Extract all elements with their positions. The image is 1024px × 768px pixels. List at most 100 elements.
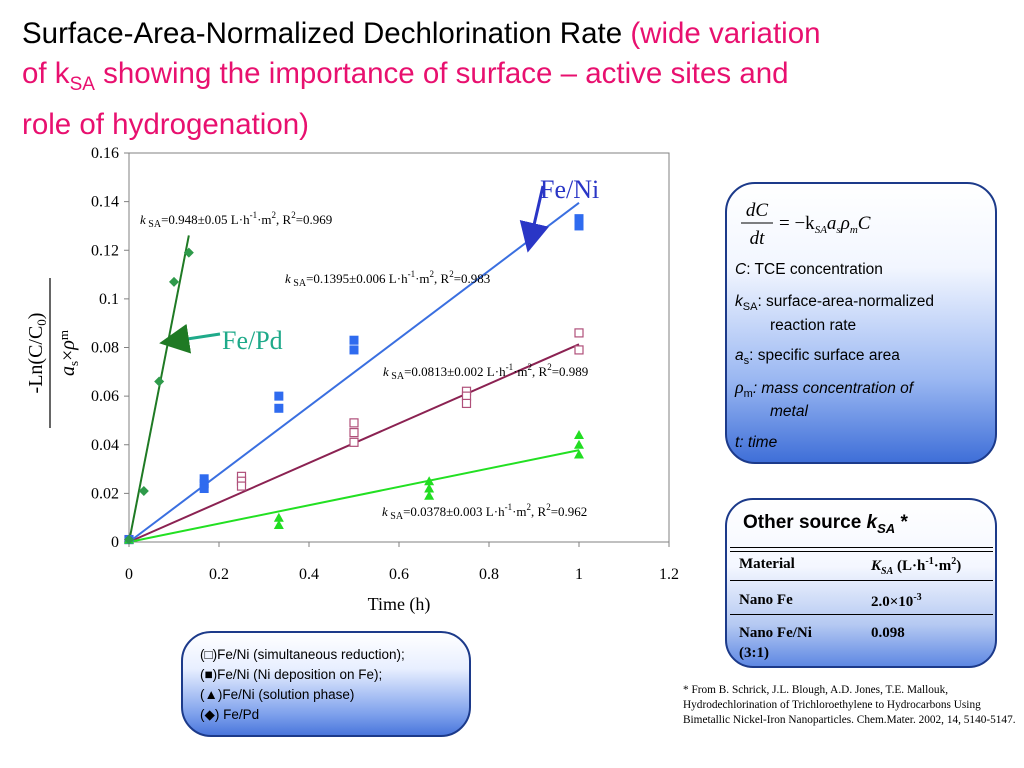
col2-k: K	[871, 558, 882, 574]
eq-rhs-sub1: SA	[815, 224, 828, 236]
point-open-square	[574, 345, 584, 355]
reference-note: * From B. Schrick, J.L. Blough, A.D. Jon…	[683, 684, 1016, 726]
col2-close: )	[956, 558, 962, 574]
filled-square-icon: ■	[204, 667, 213, 682]
col2-sup2: 2	[951, 556, 957, 567]
fit-annotation: k SA=0.0813±0.002 L·h-1·m2, R2=0.989	[383, 362, 588, 382]
fit-lines	[128, 202, 580, 543]
def-c-text: : TCE concentration	[746, 261, 883, 278]
ylabel-den-times: ×	[57, 350, 79, 361]
col2-sup1: -1	[925, 556, 934, 567]
legend-label-4: ) Fe/Pd	[214, 707, 260, 722]
point-diamond	[183, 247, 194, 258]
ylabel-den-rho: ρ	[57, 340, 79, 351]
point-filled-square	[574, 214, 584, 224]
point-open-square	[236, 481, 247, 491]
point-triangle	[574, 449, 584, 459]
title-pink-sub: SA	[69, 73, 95, 95]
fit-line	[128, 235, 190, 543]
fit-line	[128, 449, 580, 543]
point-diamond	[124, 534, 134, 545]
row1-value: 2.0×10	[871, 594, 914, 610]
point-diamond	[169, 276, 179, 287]
y-tick-label: 0.02	[91, 485, 119, 502]
legend-paren: (	[200, 707, 205, 722]
x-tick-label: 0.4	[299, 566, 319, 583]
col2-m: ·m	[933, 558, 952, 574]
def-t: t: time	[735, 433, 993, 452]
x-tick-label: 1.2	[659, 566, 679, 583]
open-square-icon: □	[204, 647, 213, 662]
y-tick-label: 0.04	[91, 437, 119, 454]
def-rho-cont: metal	[770, 402, 1024, 421]
legend-row-open-square: (□)Fe/Ni (simultaneous reduction);	[200, 647, 405, 663]
point-filled-square	[199, 484, 209, 494]
legend-label-2: )Fe/Ni (Ni deposition on Fe);	[212, 667, 383, 682]
svg-text:as×ρm: as×ρm	[56, 330, 81, 376]
legend-label-1: )Fe/Ni (simultaneous reduction);	[212, 647, 405, 662]
svg-text:-Ln(C/C0): -Ln(C/C0)	[25, 313, 49, 394]
other-source-panel: Other source kSA * Material KSA (L·h-1·m…	[725, 498, 997, 668]
x-tick-label: 0.8	[479, 566, 499, 583]
legend-row-filled-square: (■)Fe/Ni (Ni deposition on Fe);	[200, 667, 382, 683]
fit-annotation: k SA=0.948±0.05 L·h-1·m2, R2=0.969	[140, 210, 332, 230]
col-header-ksa: KSA (L·h-1·m2)	[871, 556, 961, 577]
y-axis-label: -Ln(C/C0) as×ρm	[25, 278, 81, 428]
col2-sub: SA	[881, 566, 894, 577]
y-tick-label: 0.12	[91, 242, 119, 259]
point-filled-square	[349, 345, 359, 355]
y-tick-label: 0.1	[99, 291, 119, 308]
title-main: Surface-Area-Normalized Dechlorination R…	[22, 17, 623, 50]
fit-annotation: k SA=0.0378±0.003 L·h-1·m2, R2=0.962	[382, 502, 587, 522]
def-a: as: specific surface area	[735, 346, 993, 371]
callout-fe-ni-arrow	[519, 185, 549, 253]
title-pink-ofk: of k	[22, 57, 70, 90]
legend-row-triangle: (▲)Fe/Ni (solution phase)	[200, 687, 354, 703]
x-tick-label: 0	[125, 566, 133, 583]
def-rho: ρm: mass concentration of	[735, 378, 993, 404]
y-tick-label: 0.16	[91, 145, 119, 162]
title-pink-open: (wide variation	[630, 17, 821, 50]
def-rho-sub: m	[743, 388, 753, 401]
fit-line	[128, 202, 580, 543]
y-tick-label: 0.06	[91, 388, 119, 405]
point-filled-square	[574, 221, 584, 231]
legend-paren: (	[200, 667, 205, 682]
point-diamond	[154, 376, 165, 387]
ylabel-den-a: a	[57, 366, 79, 376]
table-row-2-material: Nano Fe/Ni	[739, 625, 812, 641]
slide-title: Surface-Area-Normalized Dechlorination R…	[22, 14, 1012, 145]
triangle-icon: ▲	[204, 687, 218, 702]
eq-lhs-den: dt	[750, 228, 766, 249]
rate-equation: dC dt = −kSAasρmC	[741, 200, 871, 249]
other-heading-star: *	[895, 512, 908, 533]
point-triangle	[424, 490, 435, 500]
point-open-square	[349, 427, 359, 438]
table-row-2-material2: (3:1)	[739, 645, 769, 661]
def-k: kSA: surface-area-normalized	[735, 292, 993, 317]
callout-fe-pd-arrow	[159, 323, 221, 354]
callout-fe-pd: Fe/Pd	[222, 326, 283, 355]
point-open-square	[349, 418, 359, 428]
legend-panel: (□)Fe/Ni (simultaneous reduction); (■)Fe…	[181, 631, 471, 737]
point-diamond	[138, 485, 149, 496]
eq-rhs-c: C	[858, 213, 871, 234]
def-c: C: TCE concentration	[735, 260, 993, 279]
def-t-text: t: time	[735, 434, 778, 451]
eq-rhs-sub3: m	[850, 224, 858, 236]
y-tick-label: 0.08	[91, 340, 119, 357]
other-heading-k: k	[866, 512, 878, 533]
def-a-text: : specific surface area	[749, 347, 900, 364]
title-pink-rest: showing the importance of surface – acti…	[103, 57, 789, 90]
def-a-sym: a	[735, 347, 744, 364]
point-filled-square	[274, 391, 284, 401]
point-triangle	[574, 430, 584, 440]
def-a-sub: s	[743, 355, 750, 368]
point-open-square	[574, 328, 584, 338]
point-open-square	[461, 398, 472, 409]
table-row-1-material: Nano Fe	[739, 592, 793, 608]
def-k-sub: SA	[742, 301, 758, 314]
eq-rhs-sub2: s	[836, 224, 840, 236]
ylabel-num-sub: 0	[34, 319, 49, 326]
diamond-icon: ◆	[204, 707, 215, 722]
